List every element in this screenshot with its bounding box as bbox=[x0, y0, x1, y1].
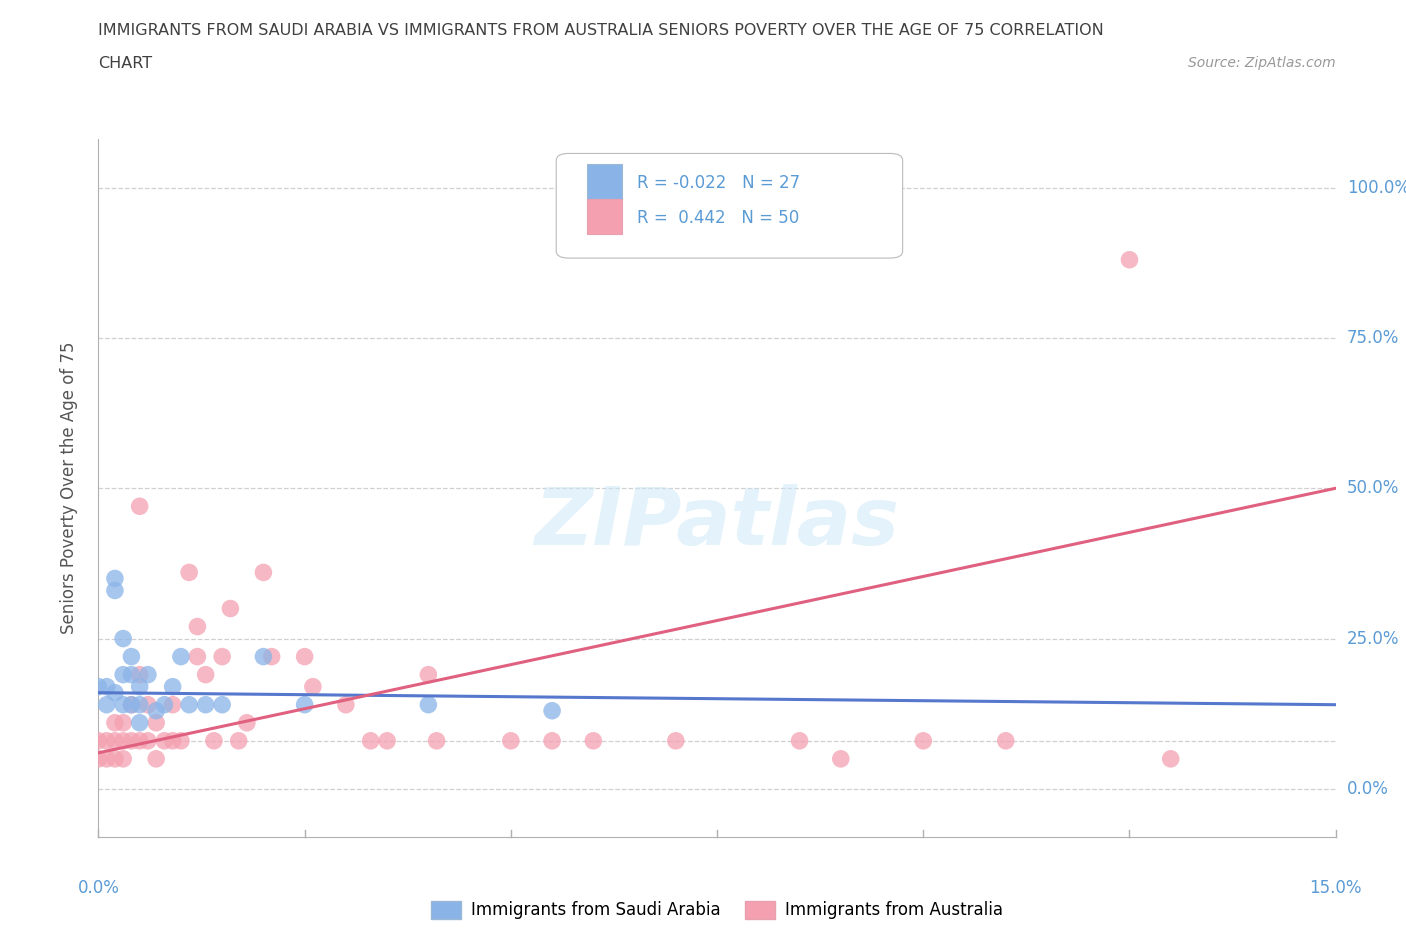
Point bbox=[112, 734, 135, 749]
Text: 25.0%: 25.0% bbox=[1347, 630, 1399, 647]
Text: R = -0.022   N = 27: R = -0.022 N = 27 bbox=[637, 174, 800, 192]
Point bbox=[162, 734, 184, 749]
Point bbox=[302, 679, 325, 694]
Point bbox=[128, 715, 150, 730]
Point bbox=[294, 698, 316, 712]
Point bbox=[418, 698, 440, 712]
Point bbox=[87, 751, 110, 766]
Point bbox=[186, 649, 208, 664]
Point bbox=[375, 734, 398, 749]
Point bbox=[179, 565, 201, 580]
Text: R =  0.442   N = 50: R = 0.442 N = 50 bbox=[637, 208, 799, 227]
Point bbox=[136, 698, 159, 712]
Point bbox=[112, 715, 135, 730]
Point bbox=[96, 734, 118, 749]
Point bbox=[87, 679, 110, 694]
Point bbox=[120, 649, 142, 664]
FancyBboxPatch shape bbox=[588, 164, 621, 199]
Point bbox=[1160, 751, 1182, 766]
FancyBboxPatch shape bbox=[557, 153, 903, 259]
Point bbox=[96, 698, 118, 712]
Point bbox=[104, 571, 127, 586]
Point bbox=[104, 685, 127, 700]
Point bbox=[789, 734, 811, 749]
Point bbox=[145, 751, 167, 766]
Point bbox=[162, 679, 184, 694]
Point bbox=[219, 601, 242, 616]
Point bbox=[145, 715, 167, 730]
Text: IMMIGRANTS FROM SAUDI ARABIA VS IMMIGRANTS FROM AUSTRALIA SENIORS POVERTY OVER T: IMMIGRANTS FROM SAUDI ARABIA VS IMMIGRAN… bbox=[98, 23, 1104, 38]
Point bbox=[128, 698, 150, 712]
Point bbox=[211, 698, 233, 712]
Text: 75.0%: 75.0% bbox=[1347, 329, 1399, 347]
Text: CHART: CHART bbox=[98, 56, 152, 71]
Legend: Immigrants from Saudi Arabia, Immigrants from Australia: Immigrants from Saudi Arabia, Immigrants… bbox=[425, 894, 1010, 926]
Point bbox=[128, 498, 150, 513]
Point bbox=[426, 734, 449, 749]
Point bbox=[335, 698, 357, 712]
Point bbox=[104, 715, 127, 730]
Point bbox=[194, 667, 217, 682]
Point bbox=[541, 703, 564, 718]
Point bbox=[260, 649, 283, 664]
Point bbox=[830, 751, 852, 766]
Point bbox=[170, 734, 193, 749]
Point bbox=[120, 698, 142, 712]
Point bbox=[186, 619, 208, 634]
Point bbox=[194, 698, 217, 712]
Point bbox=[104, 751, 127, 766]
Point bbox=[87, 734, 110, 749]
Point bbox=[665, 734, 688, 749]
Point bbox=[145, 703, 167, 718]
Point bbox=[499, 734, 522, 749]
Text: Source: ZipAtlas.com: Source: ZipAtlas.com bbox=[1188, 56, 1336, 70]
Point bbox=[912, 734, 935, 749]
Point bbox=[211, 649, 233, 664]
Point bbox=[1118, 252, 1140, 267]
Point bbox=[128, 679, 150, 694]
Text: 100.0%: 100.0% bbox=[1347, 179, 1406, 196]
Point bbox=[136, 667, 159, 682]
Point bbox=[112, 667, 135, 682]
Point bbox=[582, 734, 605, 749]
Point bbox=[128, 667, 150, 682]
Text: 0.0%: 0.0% bbox=[77, 879, 120, 897]
Text: 50.0%: 50.0% bbox=[1347, 479, 1399, 498]
Point bbox=[112, 698, 135, 712]
Point bbox=[994, 734, 1017, 749]
Point bbox=[202, 734, 225, 749]
Point bbox=[252, 565, 274, 580]
Point bbox=[136, 734, 159, 749]
FancyBboxPatch shape bbox=[588, 199, 621, 233]
Text: 0.0%: 0.0% bbox=[1347, 780, 1389, 798]
Text: ZIPatlas: ZIPatlas bbox=[534, 485, 900, 562]
Point bbox=[96, 679, 118, 694]
Point bbox=[541, 734, 564, 749]
Point bbox=[96, 751, 118, 766]
Point bbox=[179, 698, 201, 712]
Point bbox=[153, 734, 176, 749]
Point bbox=[104, 734, 127, 749]
Point bbox=[228, 734, 250, 749]
Point bbox=[120, 667, 142, 682]
Point bbox=[294, 649, 316, 664]
Point bbox=[112, 631, 135, 646]
Point bbox=[418, 667, 440, 682]
Text: 15.0%: 15.0% bbox=[1309, 879, 1362, 897]
Point bbox=[128, 734, 150, 749]
Point bbox=[153, 698, 176, 712]
Point bbox=[360, 734, 382, 749]
Point bbox=[236, 715, 259, 730]
Point bbox=[170, 649, 193, 664]
Point bbox=[120, 698, 142, 712]
Point bbox=[252, 649, 274, 664]
Point bbox=[104, 583, 127, 598]
Y-axis label: Seniors Poverty Over the Age of 75: Seniors Poverty Over the Age of 75 bbox=[59, 342, 77, 634]
Point bbox=[162, 698, 184, 712]
Point bbox=[120, 734, 142, 749]
Point bbox=[112, 751, 135, 766]
